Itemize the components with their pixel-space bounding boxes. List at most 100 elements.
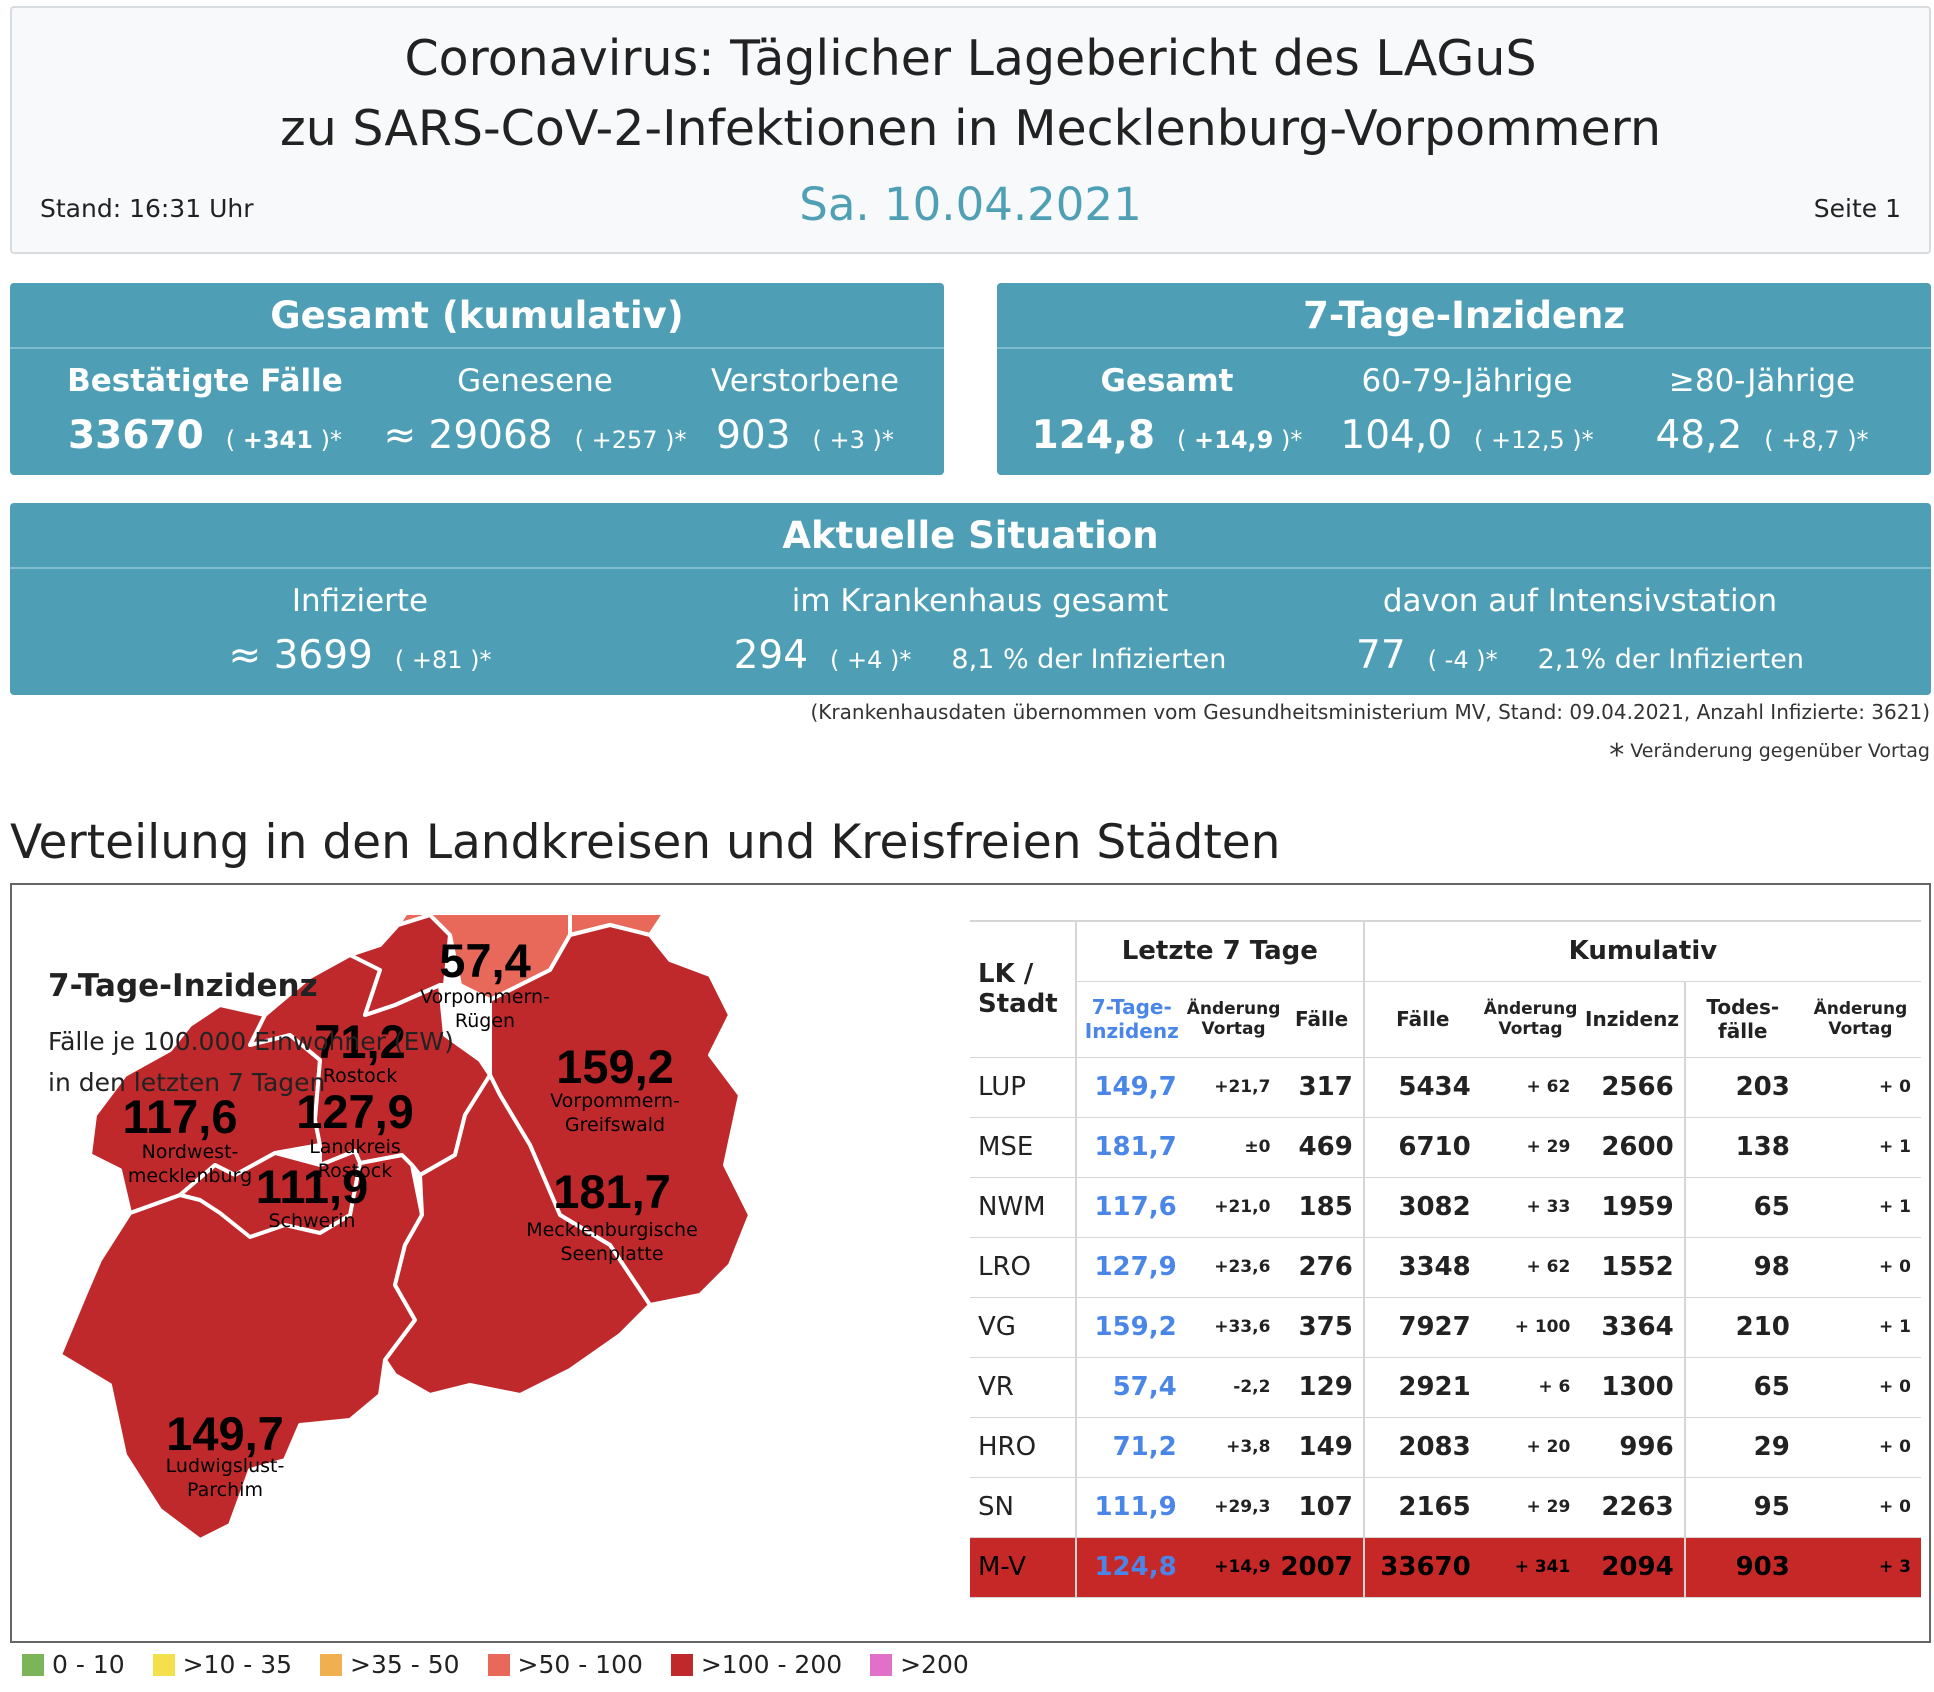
- incidence-80plus: ≥80-Jährige 48,2( +8,7 )*: [1612, 363, 1912, 458]
- col-deaths-change: Änderung Vortag: [1799, 981, 1921, 1058]
- infected-delta: +81: [411, 646, 463, 674]
- cell-tod: 903: [1684, 1537, 1800, 1598]
- table-row: HRO 71,2 +3,8 149 2083 + 20 996 29 + 0: [970, 1417, 1921, 1478]
- legend-swatch: [320, 1654, 343, 1676]
- cell-tchg: + 1: [1799, 1117, 1921, 1178]
- cell-f7: 375: [1280, 1297, 1365, 1358]
- cell-f: 6710: [1363, 1117, 1481, 1178]
- label-lup-value: 149,7: [166, 1407, 284, 1460]
- incidence-total-label: Gesamt: [1100, 363, 1234, 399]
- infected-label: Infizierte: [291, 583, 429, 619]
- icu-percent: 2,1% der Infizierten: [1537, 644, 1804, 675]
- infected: Infizierte ≈ 3699( +81 )*: [160, 583, 560, 678]
- cell-f7: 276: [1280, 1237, 1365, 1298]
- label-vg-value: 159,2: [556, 1040, 674, 1093]
- cell-fchg: + 100: [1480, 1297, 1581, 1358]
- region-schwerin: [178, 1149, 362, 1239]
- legend-swatch: [152, 1654, 175, 1676]
- label-hro-name1: Rostock: [323, 1065, 397, 1087]
- cell-f7: 149: [1280, 1417, 1365, 1478]
- legend-swatch: [670, 1654, 693, 1676]
- cell-f7: 2007: [1280, 1537, 1365, 1598]
- inzidenz-panel: 7-Tage-Inzidenz Gesamt 124,8( +14,9 )* 6…: [997, 283, 1931, 475]
- cell-chg: +29,3: [1186, 1477, 1281, 1538]
- label-vr-value: 57,4: [439, 934, 530, 987]
- report-header: Coronavirus: Täglicher Lagebericht des L…: [10, 6, 1931, 254]
- cell-cinc: 1300: [1580, 1357, 1686, 1418]
- cell-tchg: + 1: [1799, 1177, 1921, 1238]
- label-mse-value: 181,7: [553, 1165, 671, 1218]
- map-title: 7-Tage-Inzidenz: [48, 968, 318, 1004]
- confirmed-label: Bestätigte Fälle: [67, 363, 343, 399]
- change-footnote: * Veränderung gegenüber Vortag: [1609, 738, 1930, 773]
- cell-f7: 129: [1280, 1357, 1365, 1418]
- cell-tchg: + 1: [1799, 1297, 1921, 1358]
- hospital: im Krankenhaus gesamt 294( +4 )* 8,1 % de…: [680, 583, 1280, 678]
- cell-inc: 57,4: [1075, 1357, 1187, 1418]
- map-svg: 57,4 Vorpommern- Rügen 71,2 Rostock 159,…: [58, 915, 752, 1542]
- section-title: Verteilung in den Landkreisen und Kreisf…: [10, 815, 1281, 870]
- legend-item: >10 - 35: [152, 1650, 292, 1679]
- incidence-80plus-value: 48,2: [1655, 413, 1743, 458]
- legend-item: 0 - 10: [22, 1650, 125, 1679]
- col-group-7days: Letzte 7 Tage: [1075, 920, 1365, 982]
- label-sn-name1: Schwerin: [269, 1210, 356, 1232]
- col-cases-7: Fälle: [1280, 981, 1365, 1058]
- table-row: VG 159,2 +33,6 375 7927 + 100 3364 210 + 1: [970, 1297, 1921, 1358]
- hospital-data-note: (Krankenhausdaten übernommen vom Gesundh…: [810, 700, 1931, 724]
- cell-fchg: + 341: [1480, 1537, 1581, 1598]
- cell-f: 2083: [1363, 1417, 1481, 1478]
- col-deaths: Todes-fälle: [1684, 981, 1800, 1058]
- deceased: Verstorbene 903( +3 )*: [680, 363, 930, 458]
- cell-f: 5434: [1363, 1057, 1481, 1118]
- cell-f: 3082: [1363, 1177, 1481, 1238]
- hospital-percent: 8,1 % der Infizierten: [951, 644, 1227, 675]
- cell-tod: 65: [1684, 1177, 1800, 1238]
- cell-name: NWM: [970, 1177, 1077, 1238]
- icu-delta: -4: [1444, 646, 1469, 674]
- incidence-60-79-delta: +12,5: [1491, 426, 1565, 454]
- cell-chg: +14,9: [1186, 1537, 1281, 1598]
- cell-cinc: 996: [1580, 1417, 1686, 1478]
- cell-tchg: + 0: [1799, 1057, 1921, 1118]
- region-mecklenburgische-seenplatte: [383, 1073, 652, 1397]
- cell-name: VR: [970, 1357, 1077, 1418]
- legend-item: >50 - 100: [487, 1650, 643, 1679]
- recovered: Genesene ≈ 29068( +257 )*: [370, 363, 700, 458]
- cell-tod: 95: [1684, 1477, 1800, 1538]
- incidence-total-delta: +14,9: [1194, 426, 1274, 454]
- cell-tod: 210: [1684, 1297, 1800, 1358]
- legend-item: >200: [870, 1650, 969, 1679]
- incidence-total: Gesamt 124,8( +14,9 )*: [1017, 363, 1317, 458]
- incidence-60-79-label: 60-79-Jährige: [1361, 363, 1573, 399]
- confirmed-delta: +341: [242, 426, 313, 454]
- incidence-60-79-value: 104,0: [1340, 413, 1453, 458]
- cell-cinc: 1959: [1580, 1177, 1686, 1238]
- confirmed-cases: Bestätigte Fälle 33670( +341 )*: [40, 363, 370, 458]
- label-lup-name2: Parchim: [187, 1479, 263, 1501]
- map-subtitle-1: Fälle je 100.000 Einwohner (EW): [48, 1027, 454, 1056]
- recovered-value: 29068: [428, 413, 553, 458]
- cell-cinc: 2094: [1580, 1537, 1686, 1598]
- icu-value: 77: [1356, 633, 1406, 678]
- label-sn-value: 111,9: [256, 1160, 368, 1213]
- cell-fchg: + 6: [1480, 1357, 1581, 1418]
- cell-chg: +33,6: [1186, 1297, 1281, 1358]
- map-legend: 0 - 10 >10 - 35 >35 - 50 >50 - 100 >100 …: [22, 1650, 989, 1679]
- cell-inc: 71,2: [1075, 1417, 1187, 1478]
- infected-value: 3699: [273, 633, 373, 678]
- hospital-label: im Krankenhaus gesamt: [791, 583, 1169, 619]
- label-nwm-name1: Nordwest-: [142, 1141, 239, 1163]
- label-nwm-name2: mecklenburg: [128, 1165, 252, 1187]
- report-title-line2: zu SARS-CoV-2-Infektionen in Mecklenburg…: [279, 100, 1662, 157]
- table-row: SN 111,9 +29,3 107 2165 + 29 2263 95 + 0: [970, 1477, 1921, 1538]
- table-header-row2: 7-Tage- Inzidenz Änderung Vortag Fälle Fäl…: [970, 981, 1921, 1058]
- col-lk: LK / Stadt: [970, 920, 1077, 1058]
- deceased-value: 903: [716, 413, 791, 458]
- page-number: Seite 1: [1813, 194, 1901, 223]
- cell-name: VG: [970, 1297, 1077, 1358]
- report-date: Sa. 10.04.2021: [799, 178, 1142, 231]
- deceased-label: Verstorbene: [710, 363, 900, 399]
- label-vg-name2: Greifswald: [565, 1114, 665, 1136]
- table-row: MSE 181,7 ±0 469 6710 + 29 2600 138 + 1: [970, 1117, 1921, 1178]
